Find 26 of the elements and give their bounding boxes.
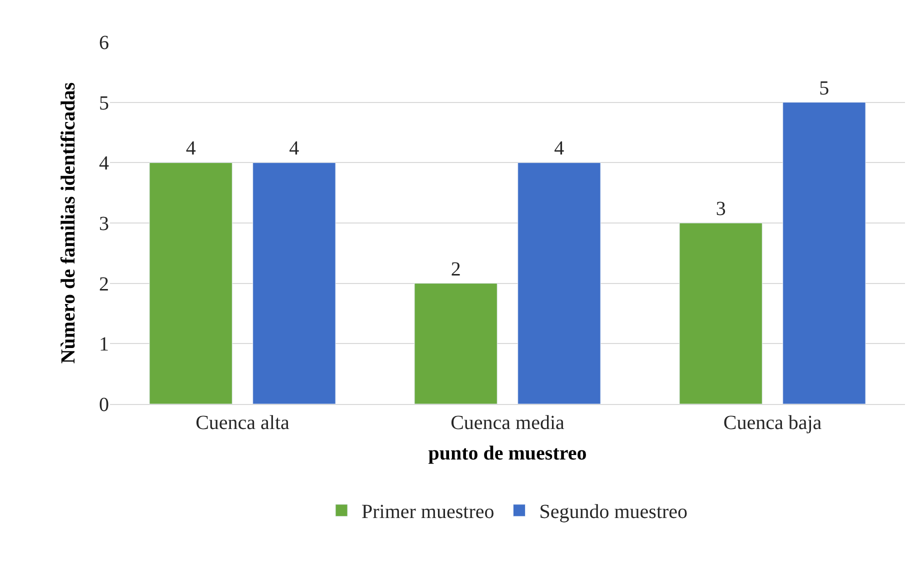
x-tick-label: Cuenca alta bbox=[196, 412, 290, 434]
bar bbox=[414, 283, 498, 404]
x-tick-label: Cuenca media bbox=[450, 412, 565, 434]
data-label: 4 bbox=[554, 138, 564, 160]
data-label: 4 bbox=[186, 138, 196, 160]
y-tick-label: 3 bbox=[99, 213, 109, 235]
bar bbox=[782, 102, 866, 404]
bar bbox=[252, 162, 336, 404]
data-label: 2 bbox=[450, 258, 461, 280]
x-tick-label: Cuenca baja bbox=[723, 412, 822, 434]
x-axis-title: punto de muestreo bbox=[428, 442, 587, 464]
y-axis-title: Nùmero de familias identificadas bbox=[58, 82, 80, 364]
y-tick-label: 1 bbox=[99, 334, 109, 356]
legend-label: Primer muestreo bbox=[362, 501, 494, 524]
data-label: 3 bbox=[716, 198, 726, 220]
legend-label: Segundo muestreo bbox=[539, 501, 688, 524]
y-tick-label: 5 bbox=[99, 92, 109, 114]
bar bbox=[518, 162, 601, 404]
data-label: 5 bbox=[819, 77, 830, 100]
y-tick-label: 0 bbox=[99, 394, 109, 416]
y-tick-label: 4 bbox=[99, 152, 109, 175]
y-tick-label: 2 bbox=[99, 273, 109, 296]
y-tick-label: 6 bbox=[99, 32, 109, 54]
data-label: 4 bbox=[289, 138, 300, 160]
bar bbox=[679, 222, 762, 404]
bar bbox=[149, 162, 232, 404]
